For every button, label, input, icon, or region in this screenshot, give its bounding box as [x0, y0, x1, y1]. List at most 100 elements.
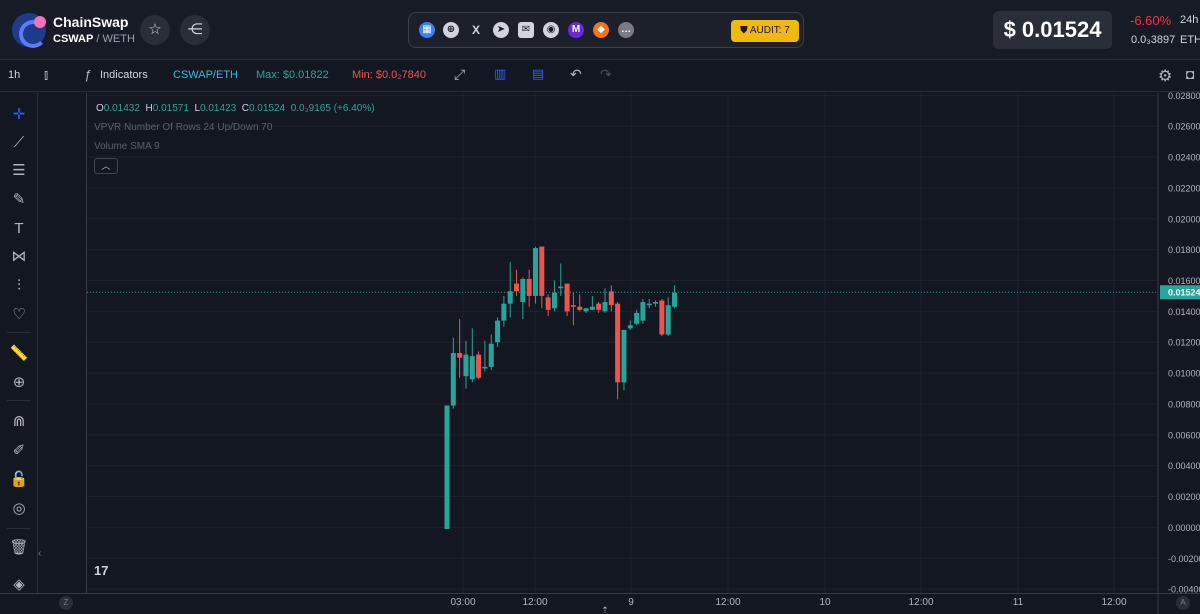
candle-body: [551, 292, 557, 309]
x-tick-label: 03:00: [450, 597, 475, 608]
pattern-icon[interactable]: ⋈: [11, 248, 27, 265]
zoom-in-icon[interactable]: ⊕: [12, 374, 26, 391]
indicators-button[interactable]: Indicators: [100, 69, 148, 81]
y-tick-label: 0.01000: [1168, 369, 1200, 379]
chart-style-icon[interactable]: ▥: [494, 66, 507, 81]
candle-body: [672, 292, 678, 307]
auto-scale-button[interactable]: A: [1176, 596, 1190, 610]
candle-body: [501, 303, 507, 321]
candle-body: [545, 297, 551, 310]
candle-body: [596, 303, 602, 310]
y-tick-label: 0.01400: [1168, 307, 1200, 317]
volume-sma-label[interactable]: Volume SMA 9: [94, 141, 160, 152]
min-price: Min: $0.0₂7840: [352, 69, 426, 81]
tradingview-logo[interactable]: 17: [94, 563, 109, 578]
candles: [444, 246, 678, 529]
candle-body: [482, 366, 488, 369]
y-tick-label: 0.00400: [1168, 461, 1200, 471]
brush-icon[interactable]: ✎: [12, 191, 26, 208]
x-tick-label: 12:00: [908, 597, 933, 608]
last-price-tag: [1160, 285, 1200, 300]
x-tick-label: 9: [628, 597, 634, 608]
y-tick-label: 0.00200: [1168, 492, 1200, 502]
last-price-line: 0.01524: [87, 285, 1200, 300]
more-icon[interactable]: …: [618, 22, 634, 38]
y-tick-label: 0.02800: [1168, 91, 1200, 101]
dextools-icon[interactable]: ▦: [419, 22, 435, 38]
eth-price: 0.0₃3897: [1131, 34, 1176, 46]
high-value: 0.01571: [152, 103, 189, 114]
change-value: 0.0₃9165 (+6.40%): [290, 103, 375, 114]
candle-body: [526, 278, 532, 296]
chevron-up-icon: ︿: [101, 161, 111, 171]
lock-pencil-icon[interactable]: ✐: [12, 442, 26, 459]
close-label: C: [241, 103, 249, 114]
symbol-label[interactable]: CSWAP/ETH: [173, 69, 238, 81]
lock-icon[interactable]: 🔓: [9, 471, 29, 488]
candle-body: [450, 353, 456, 406]
settings-gear-icon[interactable]: ⚙: [1158, 68, 1173, 85]
interval-selector[interactable]: 1h: [8, 69, 21, 81]
telegram-icon[interactable]: ➤: [493, 22, 509, 38]
collapse-toolbar-arrow-icon[interactable]: ‹: [38, 548, 42, 559]
high-label: H: [145, 103, 153, 114]
eye-icon[interactable]: ◎: [12, 500, 26, 517]
shield-icon: ⛊: [740, 25, 750, 36]
social-links-bar: ▦ ⊕ X ➤ ✉ ◉ M ◆ … ⛊ AUDIT: 7: [408, 12, 804, 48]
web3-icon[interactable]: M: [568, 22, 584, 38]
candle-body: [463, 354, 469, 377]
open-value: 0.01432: [103, 103, 140, 114]
audit-label: AUDIT: 7: [749, 25, 790, 36]
magnet-icon[interactable]: ⋒: [12, 413, 26, 430]
header: ChainSwap CSWAP / WETH ☆ ⋲ ▦ ⊕ X ➤ ✉ ◉ M…: [0, 0, 1200, 60]
github-icon[interactable]: ◉: [543, 22, 559, 38]
current-price: $ 0.01524: [993, 11, 1112, 49]
pair-quote: WETH: [102, 33, 135, 45]
forecast-icon[interactable]: ⫶: [17, 277, 21, 294]
max-price: Max: $0.01822: [256, 69, 329, 81]
eth-unit: ETH: [1180, 34, 1200, 46]
audit-badge[interactable]: ⛊ AUDIT: 7: [731, 20, 799, 42]
y-tick-label: 0.01800: [1168, 245, 1200, 255]
collapse-legend-button[interactable]: ︿: [94, 158, 118, 174]
favorite-star-button[interactable]: ☆: [140, 15, 170, 45]
candle-body: [495, 320, 501, 343]
pair-base: CSWAP: [53, 33, 94, 45]
y-tick-label: -0.00400: [1168, 585, 1200, 595]
email-icon[interactable]: ✉: [518, 22, 534, 38]
toolbar-divider: [7, 400, 31, 401]
candle-body: [457, 353, 463, 358]
fullscreen-icon[interactable]: ⤢: [454, 66, 466, 82]
text-icon[interactable]: T: [14, 220, 24, 237]
trend-line-icon[interactable]: ⟋: [13, 134, 25, 151]
metamask-icon[interactable]: ◆: [593, 22, 609, 38]
vpvr-indicator-label[interactable]: VPVR Number Of Rows 24 Up/Down 70: [94, 122, 273, 133]
bar-chart-icon[interactable]: ▤: [532, 66, 545, 81]
layers-icon[interactable]: ◈: [13, 576, 25, 593]
heart-icon[interactable]: ♡: [12, 306, 26, 323]
website-icon[interactable]: ⊕: [443, 22, 459, 38]
redo-icon[interactable]: ↷: [600, 66, 612, 82]
candle-body: [640, 302, 646, 321]
horizontal-lines-icon[interactable]: ☰: [12, 162, 26, 179]
y-tick-label: -0.00200: [1168, 554, 1200, 564]
ruler-icon[interactable]: 📏: [9, 345, 29, 362]
undo-icon[interactable]: ↶: [570, 66, 582, 82]
candle-type-icon[interactable]: ⫾: [44, 67, 49, 82]
candle-body: [608, 291, 614, 306]
y-tick-label: 0.01200: [1168, 338, 1200, 348]
share-button[interactable]: ⋲: [180, 15, 210, 45]
x-icon[interactable]: X: [471, 23, 480, 37]
time-axis: 03:00 12:00 9 12:00 10 12:00 11 12:00 ⇡: [0, 593, 1200, 614]
pair-sep: /: [96, 33, 100, 45]
pair-name: CSWAP / WETH: [53, 33, 135, 45]
candle-body: [583, 308, 589, 312]
crosshair-icon[interactable]: ✛: [12, 106, 26, 123]
candle-body: [621, 329, 627, 383]
trash-icon[interactable]: 🗑: [9, 539, 29, 556]
candle-body: [659, 300, 665, 335]
candle-body: [444, 405, 450, 529]
camera-icon[interactable]: ◘: [1186, 66, 1195, 82]
zoom-reset-button[interactable]: Z: [59, 596, 73, 610]
